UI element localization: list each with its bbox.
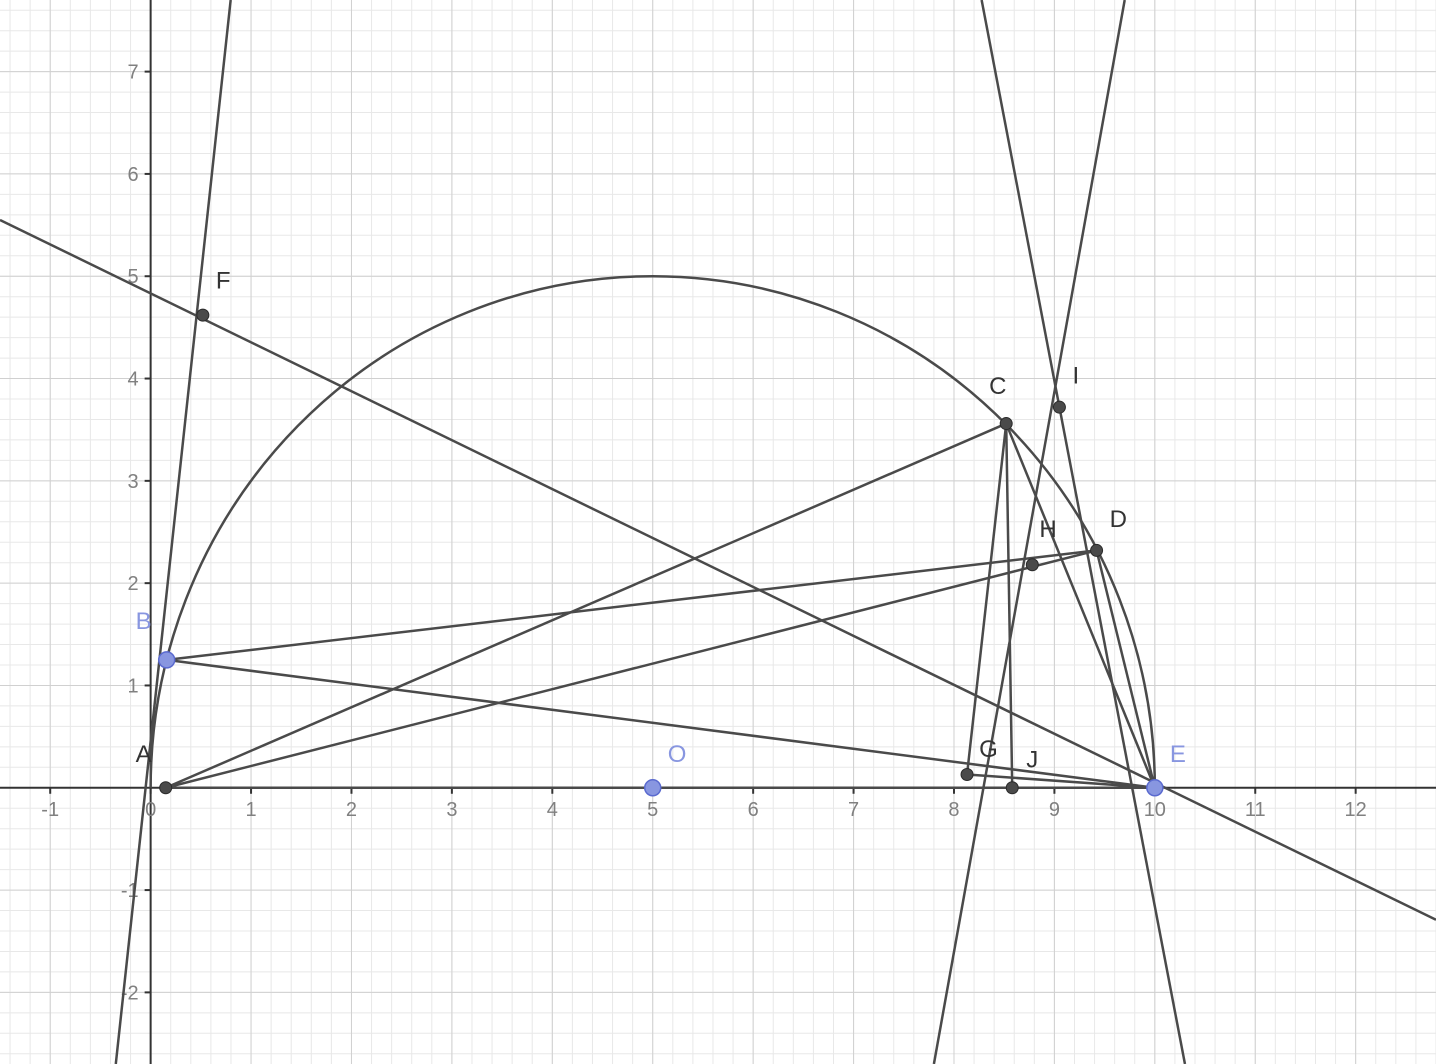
grid-minor [0,0,1436,1064]
y-tick-label: 7 [128,62,139,84]
seg-C-J [1006,424,1012,788]
y-tick-label: 1 [128,675,139,697]
point-C [1000,418,1012,430]
through-AB-F [116,0,231,1064]
point-label-J: J [1026,746,1038,773]
y-tick-label: 2 [128,573,139,595]
point-label-H: H [1039,516,1056,543]
x-tick-label: 4 [547,799,558,821]
seg-C-G [967,424,1006,775]
point-label-B: B [136,608,152,635]
point-O [645,780,661,796]
point-B [159,652,175,668]
grid-major [0,0,1436,1064]
x-tick-label: 11 [1245,799,1266,821]
point-label-C: C [989,373,1006,400]
line-through-I-right [934,0,1125,1064]
point-label-O: O [668,741,687,768]
y-tick-label: 6 [128,164,139,186]
y-tick-label: 3 [128,471,139,493]
x-tick-label: 1 [245,799,256,821]
point-label-A: A [136,741,152,768]
x-tick-label: 8 [948,799,959,821]
x-tick-label: 12 [1345,799,1367,821]
point-A [160,782,172,794]
x-tick-label: 2 [346,799,357,821]
x-tick-label: 6 [748,799,759,821]
seg-C-E [1006,424,1155,788]
point-H [1026,559,1038,571]
point-label-E: E [1170,741,1186,768]
x-tick-label: 5 [647,799,658,821]
seg-B-D [167,550,1097,659]
y-tick-label: 4 [128,369,139,391]
geometry-lines [0,0,1436,1064]
point-label-D: D [1110,506,1127,533]
x-tick-label: 9 [1049,799,1060,821]
point-F [197,309,209,321]
point-label-I: I [1072,363,1079,390]
point-label-F: F [216,268,231,295]
point-G [961,768,973,780]
point-E [1147,780,1163,796]
point-label-G: G [979,736,998,763]
x-tick-label: 7 [848,799,859,821]
line-F-diag [0,220,1436,920]
axis-ticks: -101234567891011121234567-1-2 [41,62,1366,1005]
point-J [1006,782,1018,794]
x-tick-label: 10 [1144,799,1166,821]
x-tick-label: -1 [41,799,59,821]
x-tick-label: 3 [446,799,457,821]
point-I [1053,401,1065,413]
point-D [1091,544,1103,556]
x-tick-label: 0 [145,799,156,821]
geometry-canvas: -101234567891011121234567-1-2ABCDEFGHIJO [0,0,1436,1064]
